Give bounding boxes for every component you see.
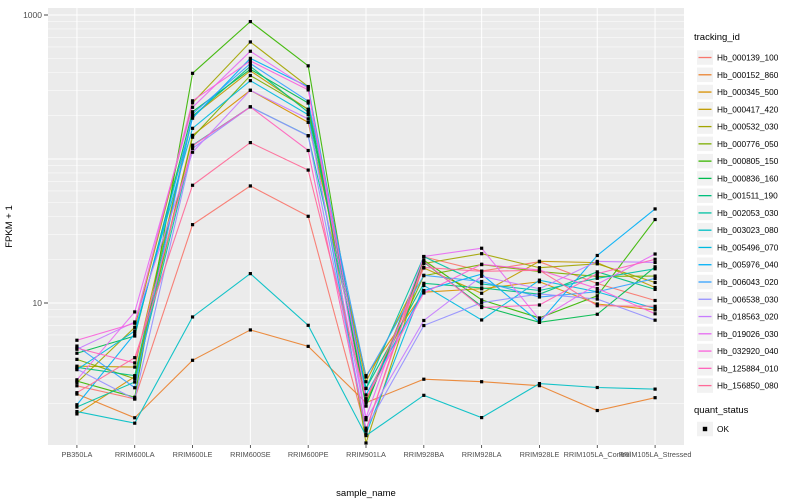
svg-text:Hb_000532_030: Hb_000532_030: [717, 122, 779, 132]
svg-text:1000: 1000: [23, 10, 42, 20]
svg-text:10: 10: [33, 298, 43, 308]
svg-text:Hb_032920_040: Hb_032920_040: [717, 346, 779, 356]
svg-text:RRIM600LA: RRIM600LA: [115, 450, 155, 459]
svg-text:RRIM901LA: RRIM901LA: [346, 450, 386, 459]
svg-text:Hb_000345_500: Hb_000345_500: [717, 87, 779, 97]
svg-text:Hb_000836_160: Hb_000836_160: [717, 173, 779, 183]
svg-text:Hb_001511_190: Hb_001511_190: [717, 191, 778, 201]
svg-text:RRIM600SE: RRIM600SE: [230, 450, 271, 459]
svg-text:Hb_000139_100: Hb_000139_100: [717, 53, 779, 63]
svg-text:tracking_id: tracking_id: [694, 32, 740, 43]
svg-text:Hb_125884_010: Hb_125884_010: [717, 363, 779, 373]
svg-text:Hb_002053_030: Hb_002053_030: [717, 208, 779, 218]
svg-text:RRIM928BA: RRIM928BA: [404, 450, 445, 459]
svg-text:Hb_000805_150: Hb_000805_150: [717, 156, 779, 166]
svg-text:Hb_156850_080: Hb_156850_080: [717, 381, 779, 391]
svg-text:Hb_005976_040: Hb_005976_040: [717, 260, 779, 270]
svg-text:Hb_006043_020: Hb_006043_020: [717, 277, 779, 287]
svg-text:RRIM600LE: RRIM600LE: [173, 450, 213, 459]
svg-text:RRIM928LA: RRIM928LA: [462, 450, 502, 459]
svg-text:RRIM600PE: RRIM600PE: [288, 450, 329, 459]
svg-text:Hb_003023_080: Hb_003023_080: [717, 225, 779, 235]
svg-text:OK: OK: [717, 424, 729, 434]
svg-text:PB350LA: PB350LA: [61, 450, 92, 459]
svg-text:Hb_000152_860: Hb_000152_860: [717, 70, 779, 80]
svg-text:Hb_000776_050: Hb_000776_050: [717, 139, 779, 149]
svg-text:Hb_005496_070: Hb_005496_070: [717, 242, 779, 252]
svg-text:quant_status: quant_status: [694, 405, 749, 416]
svg-text:FPKM + 1: FPKM + 1: [4, 205, 15, 248]
svg-text:sample_name: sample_name: [336, 488, 396, 499]
svg-text:RRIM928LE: RRIM928LE: [520, 450, 560, 459]
svg-text:Hb_019026_030: Hb_019026_030: [717, 329, 779, 339]
svg-text:RRIM105LA_Stressed: RRIM105LA_Stressed: [619, 450, 692, 459]
svg-text:Hb_000417_420: Hb_000417_420: [717, 104, 779, 114]
svg-text:Hb_006538_030: Hb_006538_030: [717, 294, 779, 304]
svg-text:Hb_018563_020: Hb_018563_020: [717, 312, 779, 322]
